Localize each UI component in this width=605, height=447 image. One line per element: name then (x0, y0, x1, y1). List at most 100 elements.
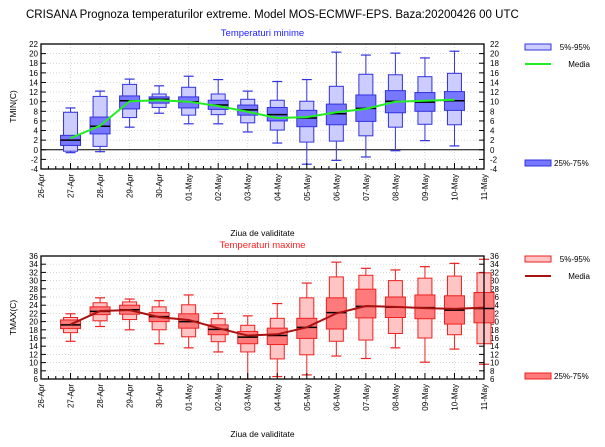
y-tick-label: 34 (29, 260, 38, 269)
x-tick-label: 28-Apr (96, 174, 105, 198)
x-tick-label: 01-May (185, 384, 194, 411)
x-tick-label: 09-May (421, 384, 430, 411)
y-tick-label-right: 12 (490, 350, 499, 359)
box-07-May (355, 267, 377, 360)
legend-swatch-inner (524, 372, 552, 380)
y-tick-label: 22 (29, 40, 38, 49)
x-tick-label: 27-Apr (67, 174, 76, 198)
x-tick-label: 26-Apr (37, 174, 46, 198)
box-06-May (325, 261, 347, 357)
y-tick-label-right: -4 (490, 165, 498, 174)
x-tick-label: 07-May (362, 384, 371, 411)
x-tick-label: 03-May (244, 384, 253, 411)
x-tick-label: 07-May (362, 174, 371, 201)
box-07-May (355, 54, 377, 158)
box-02-May (207, 78, 229, 125)
legend-label: 25%-75% (554, 159, 589, 168)
box-27-Apr (60, 313, 82, 342)
y-tick-label: 10 (29, 359, 38, 368)
y-tick-label-right: 24 (490, 301, 499, 310)
x-tick-label: 27-Apr (67, 384, 76, 408)
y-tick-label-right: 10 (490, 98, 499, 107)
legend-label: 25%-75% (554, 372, 589, 381)
x-tick-label: 29-Apr (126, 174, 135, 198)
y-tick-label-right: 6 (490, 375, 495, 384)
y-tick-label: 20 (29, 50, 38, 59)
y-tick-label: 36 (29, 252, 38, 261)
y-tick-label-right: 22 (490, 40, 499, 49)
box-05-May (296, 78, 318, 165)
legend-item-outer: 5%-95% (524, 43, 590, 52)
x-tick-label: 06-May (332, 174, 341, 201)
x-tick-label: 10-May (450, 174, 459, 201)
y-tick-label: 16 (29, 334, 38, 343)
box-28-Apr (89, 297, 111, 328)
chart-tmin: Temperaturi minime-4 -4-2 -20 02 24 46 68 810 10… (8, 28, 591, 238)
y-tick-label-right: 18 (490, 326, 499, 335)
x-tick-label: 11-May (480, 384, 489, 410)
legend-label: Media (568, 272, 590, 281)
x-tick-label: 05-May (303, 384, 312, 411)
y-tick-label-right: 16 (490, 334, 499, 343)
page-title: CRISANA Prognoza temperaturilor extreme.… (26, 9, 519, 21)
box-02-May (207, 312, 229, 353)
y-tick-label: 4 (34, 127, 39, 136)
x-tick-label: 03-May (244, 174, 253, 201)
y-tick-label-right: 2 (490, 136, 495, 145)
box-27-Apr (60, 107, 82, 154)
x-tick-label: 11-May (480, 174, 489, 200)
y-tick-label: 2 (34, 136, 39, 145)
y-axis-title: TMAX(C) (8, 300, 18, 336)
box-25-75 (266, 327, 288, 346)
box-09-May (414, 266, 436, 363)
x-tick-label: 05-May (303, 174, 312, 201)
x-axis-title: Ziua de validitate (230, 228, 295, 238)
legend-swatch-outer (524, 43, 552, 51)
y-tick-label-right: 6 (490, 117, 495, 126)
x-tick-label: 06-May (332, 384, 341, 411)
x-tick-label: 04-May (273, 174, 282, 201)
mean-line (70, 305, 485, 337)
y-tick-label-right: 0 (490, 146, 495, 155)
chart-title: Temperaturi maxime (219, 240, 305, 251)
legend-label: 5%-95% (560, 255, 590, 264)
box-28-Apr (89, 90, 111, 153)
y-tick-label: 26 (29, 293, 38, 302)
y-tick-label-right: 18 (490, 59, 499, 68)
box-04-May (266, 302, 288, 378)
legend-item-outer: 5%-95% (524, 255, 590, 264)
box-06-May (325, 51, 347, 161)
legend-item-inner: 25%-75% (524, 159, 589, 168)
x-tick-label: 08-May (391, 384, 400, 411)
box-08-May (384, 269, 406, 349)
box-04-May (266, 80, 288, 144)
y-tick-label-right: 26 (490, 293, 499, 302)
y-tick-label: 32 (29, 268, 38, 277)
y-tick-label: 16 (29, 69, 38, 78)
y-tick-label: 20 (29, 318, 38, 327)
legend-item-inner: 25%-75% (524, 372, 589, 381)
y-tick-label-right: 12 (490, 88, 499, 97)
y-tick-label-right: 20 (490, 318, 499, 327)
x-tick-label: 02-May (214, 384, 223, 411)
x-tick-label: 04-May (273, 384, 282, 411)
y-tick-label: -4 (31, 165, 39, 174)
y-tick-label-right: 22 (490, 309, 499, 318)
x-tick-label: 26-Apr (37, 384, 46, 408)
box-09-May (414, 57, 436, 142)
x-tick-label: 28-Apr (96, 384, 105, 408)
y-tick-label: 8 (34, 107, 39, 116)
x-tick-label: 01-May (185, 174, 194, 201)
x-tick-label: 30-Apr (155, 174, 164, 198)
y-axis-title: TMIN(C) (8, 90, 18, 123)
legend-item-mean: Media (525, 272, 591, 281)
y-tick-label-right: 20 (490, 50, 499, 59)
y-tick-label: -2 (31, 155, 39, 164)
y-tick-label: 24 (29, 301, 38, 310)
legend-swatch-outer (524, 255, 552, 263)
y-tick-label-right: 16 (490, 69, 499, 78)
y-tick-label-right: 30 (490, 277, 499, 286)
x-tick-label: 08-May (391, 174, 400, 201)
y-tick-label: 10 (29, 98, 38, 107)
